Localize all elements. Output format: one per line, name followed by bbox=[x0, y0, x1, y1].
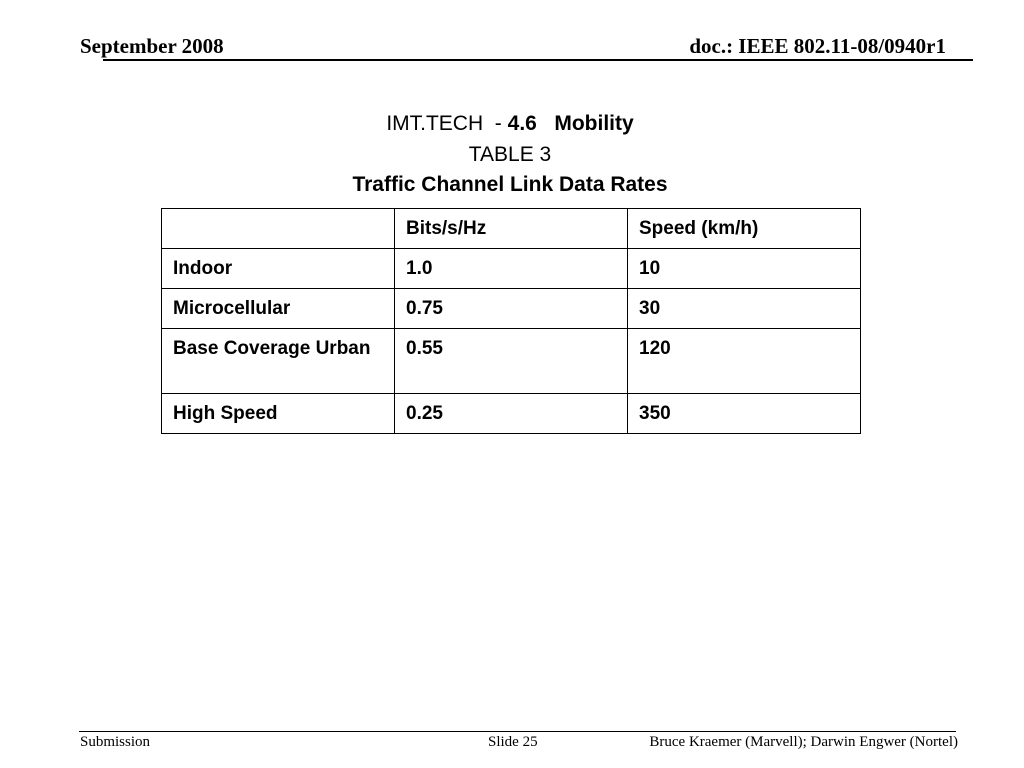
table-header-cell: Bits/s/Hz bbox=[394, 208, 628, 249]
slide-title-line-1: IMT.TECH - 4.6 Mobility bbox=[0, 111, 1020, 137]
table-cell: Microcellular bbox=[161, 288, 395, 329]
data-rates-table: Bits/s/Hz Speed (km/h) Indoor 1.0 10 Mic… bbox=[161, 208, 861, 434]
table-cell: 30 bbox=[627, 288, 861, 329]
table-cell: 120 bbox=[627, 328, 861, 394]
table-cell: Base Coverage Urban bbox=[161, 328, 395, 394]
footer-submission: Submission bbox=[80, 734, 151, 750]
header-doc-id: doc.: IEEE 802.11-08/0940r1 bbox=[689, 34, 946, 58]
table-row: Microcellular 0.75 30 bbox=[161, 288, 861, 329]
table-row: Indoor 1.0 10 bbox=[161, 248, 861, 289]
table-header-cell: Speed (km/h) bbox=[627, 208, 861, 249]
table-header-row: Bits/s/Hz Speed (km/h) bbox=[161, 208, 861, 249]
slide-title-line-2: TABLE 3 bbox=[468, 143, 552, 166]
table-cell: 0.75 bbox=[394, 288, 628, 329]
title-topic: Mobility bbox=[554, 112, 634, 135]
header-date: September 2008 bbox=[80, 34, 224, 58]
table-cell: 0.25 bbox=[394, 393, 628, 434]
table-header-cell bbox=[161, 208, 395, 249]
title-prefix: IMT.TECH - bbox=[386, 112, 508, 135]
table-cell: 350 bbox=[627, 393, 861, 434]
footer-authors: Bruce Kraemer (Marvell); Darwin Engwer (… bbox=[649, 734, 958, 750]
table-cell: 10 bbox=[627, 248, 861, 289]
slide-title-line-3: Traffic Channel Link Data Rates bbox=[352, 173, 668, 196]
footer-rule bbox=[79, 731, 956, 732]
table-cell: 1.0 bbox=[394, 248, 628, 289]
table-row: Base Coverage Urban 0.55 120 bbox=[161, 328, 861, 394]
table-row: High Speed 0.25 350 bbox=[161, 393, 861, 434]
table-cell: Indoor bbox=[161, 248, 395, 289]
table-cell: High Speed bbox=[161, 393, 395, 434]
header-rule bbox=[103, 59, 973, 61]
table-cell: 0.55 bbox=[394, 328, 628, 394]
title-section-number: 4.6 bbox=[507, 112, 537, 135]
footer-slide-number: Slide 25 bbox=[488, 734, 538, 750]
